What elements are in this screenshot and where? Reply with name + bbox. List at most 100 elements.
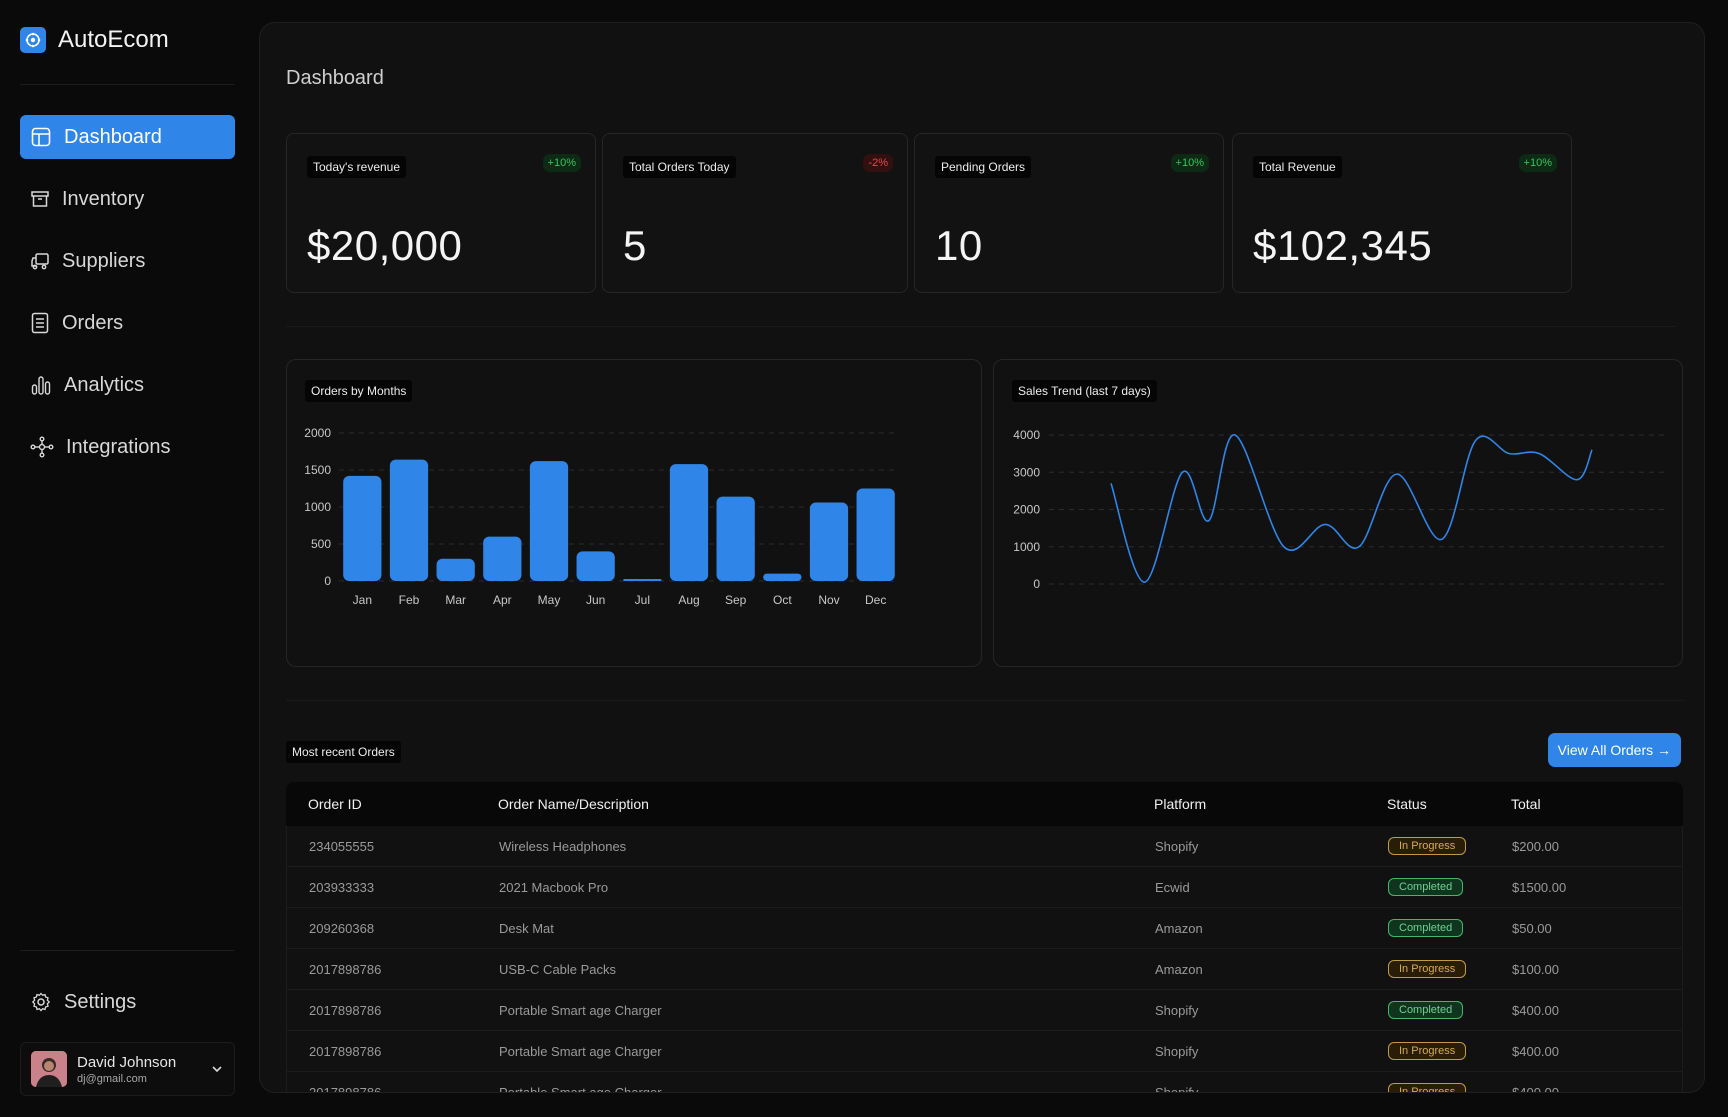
table-row[interactable]: 203933333 2021 Macbook Pro Ecwid Completed $… [287,867,1682,908]
network-nodes-icon [30,436,54,458]
order-total: $400.00 [1512,1043,1559,1059]
column-header[interactable]: Order Name/Description [498,796,649,812]
stat-card-pending-orders: Pending Orders +10% 10 [914,133,1224,293]
column-header[interactable]: Platform [1154,796,1207,812]
sidebar-item-orders[interactable]: Orders [20,301,235,345]
bar[interactable] [669,464,709,581]
order-total: $400.00 [1512,1084,1559,1093]
sidebar-item-label: Settings [64,990,137,1013]
stat-card-total-revenue: Total Revenue +10% $102,345 [1232,133,1572,293]
order-name: USB-C Cable Packs [499,961,617,977]
sidebar-item-label: Orders [62,311,124,334]
status-badge: In Progress [1388,1083,1467,1092]
app-name: AutoEcom [58,26,169,53]
sidebar-item-inventory[interactable]: Inventory [20,177,235,221]
sidebar-item-integrations[interactable]: Integrations [20,425,235,469]
status-badge: In Progress [1388,1042,1467,1060]
y-tick-label: 2000 [1013,503,1040,517]
chevron-down-icon[interactable] [210,1062,224,1076]
bar[interactable] [529,461,569,581]
x-tick-label: Jan [353,593,372,607]
main-content: Dashboard Today's revenue +10% $20,000 T… [259,22,1705,1093]
status-badge: Completed [1388,919,1464,937]
column-header[interactable]: Total [1511,796,1541,812]
order-total: $400.00 [1512,1002,1559,1018]
x-tick-label: Jul [635,593,650,607]
page-title: Dashboard [286,67,384,89]
order-id: 203933333 [309,879,375,895]
sidebar-item-settings[interactable]: Settings [20,980,235,1024]
sidebar-item-label: Integrations [66,435,171,458]
y-tick-label: 1000 [1013,540,1040,554]
bar[interactable] [623,579,662,581]
brand[interactable]: AutoEcom [20,26,169,54]
table-header: Order ID Order Name/Description Platform… [286,782,1683,826]
y-tick-label: 4000 [1013,428,1040,442]
table-row[interactable]: 2017898786 Portable Smart age Charger Shop… [287,990,1682,1031]
section-divider [286,700,1683,701]
gear-icon [31,992,51,1012]
bar[interactable] [483,536,522,581]
user-profile[interactable]: David Johnson dj@gmail.com [20,1042,235,1096]
bar[interactable] [716,496,755,581]
bar[interactable] [809,502,849,581]
sidebar-item-dashboard[interactable]: Dashboard [20,115,235,159]
y-tick-label: 500 [311,537,331,551]
order-id: 209260368 [309,920,375,936]
bar[interactable] [436,558,475,581]
section-divider [286,326,1676,327]
status-badge: Completed [1388,878,1464,896]
sidebar-item-label: Analytics [64,373,145,396]
app-logo-icon [20,27,46,53]
settings-nav: Settings [20,980,235,1042]
orders-by-months-panel: Orders by Months 0 500 1000 1500 2000 Jan Feb M… [286,359,982,667]
order-total: $200.00 [1512,838,1559,854]
table-row[interactable]: 2017898786 USB-C Cable Packs Amazon In Prog… [287,949,1682,990]
order-id: 2017898786 [309,961,382,977]
bar[interactable] [576,551,615,581]
order-name: Desk Mat [499,920,554,936]
column-header[interactable]: Status [1387,796,1427,812]
table-row[interactable]: 209260368 Desk Mat Amazon Completed $50.00 [287,908,1682,949]
table-row[interactable]: 2017898786 Portable Smart age Charger Shop… [287,1031,1682,1072]
table-row[interactable]: 234055555 Wireless Headphones Shopify In Pr… [287,826,1682,867]
sales-trend-line[interactable] [1110,434,1593,583]
sidebar-item-suppliers[interactable]: Suppliers [20,239,235,283]
truck-icon [31,253,49,270]
stat-card-total-orders-today: Total Orders Today -2% 5 [602,133,908,293]
stat-label: Total Revenue [1253,156,1342,178]
bar[interactable] [343,475,382,581]
order-name: Portable Smart age Charger [499,1002,662,1018]
bar[interactable] [763,573,802,581]
table-row[interactable]: 2017898786 Portable Smart age Charger Shop… [287,1072,1682,1093]
chart-title: Sales Trend (last 7 days) [1012,380,1157,402]
order-platform: Ecwid [1155,879,1190,895]
sidebar-divider [20,950,234,951]
sidebar: AutoEcom Dashboard Inventory Suppliers O… [0,0,256,1117]
column-header[interactable]: Order ID [308,796,362,812]
order-id: 2017898786 [309,1043,382,1059]
bar-chart-icon [31,376,51,395]
sidebar-divider [20,84,234,85]
sales-trend-panel: Sales Trend (last 7 days) 0 1000 2000 3000 4… [993,359,1683,667]
x-tick-label: Apr [493,593,512,607]
order-name: Portable Smart age Charger [499,1084,662,1093]
status-badge: In Progress [1388,837,1467,855]
order-total: $1500.00 [1512,879,1567,895]
order-total: $50.00 [1512,920,1552,936]
view-all-orders-button[interactable]: View All Orders → [1547,733,1681,767]
stat-label: Today's revenue [307,156,407,178]
stat-label: Total Orders Today [623,156,736,178]
order-platform: Amazon [1155,961,1203,977]
orders-by-months-chart: 0 500 1000 1500 2000 Jan Feb Mar Apr May Jun Jul Aug… [304,426,899,607]
delta-badge: -2% [863,154,893,172]
sidebar-item-label: Inventory [62,187,145,210]
sidebar-item-analytics[interactable]: Analytics [20,363,235,407]
avatar [31,1051,67,1087]
y-tick-label: 1000 [304,500,331,514]
order-name: Wireless Headphones [499,838,627,854]
stat-value: 10 [935,222,983,269]
y-tick-label: 3000 [1013,465,1040,479]
bar[interactable] [856,488,895,582]
bar[interactable] [389,459,429,581]
